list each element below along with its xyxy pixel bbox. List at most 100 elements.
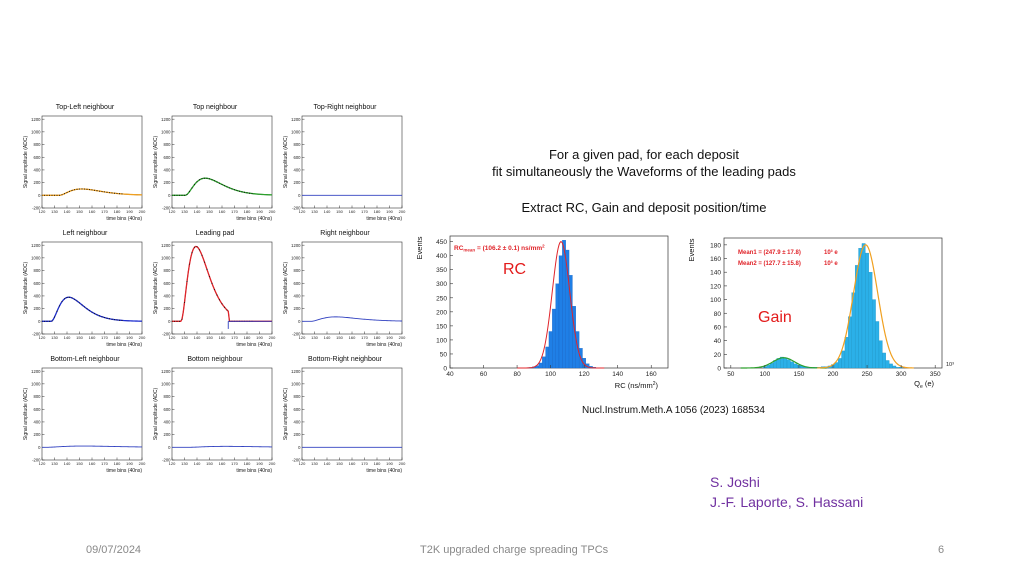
y-tick-label: 1000 <box>31 129 41 134</box>
x-tick-label: 160 <box>89 335 96 340</box>
x-tick-label: 120 <box>169 209 176 214</box>
y-tick-label: 800 <box>164 268 172 273</box>
y-tick-label: 600 <box>34 155 42 160</box>
waveform-point <box>191 252 193 254</box>
waveform-grid: Top-Left neighbour -200 0 200 400 600 800 1000 1… <box>20 104 410 482</box>
x-tick-label: 170 <box>101 461 108 466</box>
waveform-point <box>113 192 116 194</box>
x-tick-label: 60 <box>480 371 488 378</box>
x-tick-label: 160 <box>89 461 96 466</box>
y-axis-label: Signal amplitude (ADC) <box>283 262 289 315</box>
waveform-point <box>78 188 81 190</box>
waveform-point <box>111 192 113 194</box>
x-axis-label-sup: 2 <box>653 381 656 387</box>
y-tick-label: 400 <box>436 253 447 260</box>
waveform-plot: -200 0 200 400 600 800 1000 1200 120 130 140 150 160… <box>153 115 276 222</box>
waveform-plot: -200 0 200 400 600 800 1000 1200 120 130 140 150 160… <box>23 367 146 474</box>
waveform-point <box>173 194 176 196</box>
y-tick-label: 40 <box>714 338 722 345</box>
waveform-data <box>172 445 273 448</box>
x-tick-label: 170 <box>361 209 368 214</box>
histogram-bar <box>558 255 563 369</box>
waveform-point <box>103 191 106 193</box>
author-line1: S. Joshi <box>710 474 760 490</box>
x-tick-label: 120 <box>299 335 306 340</box>
waveform-point <box>91 311 93 313</box>
y-tick-label: 0 <box>298 193 301 198</box>
y-tick-label: 60 <box>714 324 722 331</box>
y-tick-label: -200 <box>32 458 41 463</box>
legend-exponent: 10³ e <box>824 260 838 267</box>
waveform-point <box>81 304 83 306</box>
x-tick-label: 200 <box>139 335 146 340</box>
waveform-point <box>121 193 123 195</box>
x-axis-label-end: ) <box>656 381 659 390</box>
histogram-bar <box>552 308 556 369</box>
x-tick-label: 190 <box>256 209 263 214</box>
waveform-plot: -200 0 200 400 600 800 1000 1200 120 130 140 150 160… <box>153 241 276 348</box>
y-tick-label: 0 <box>298 319 301 324</box>
waveform-point <box>171 194 173 196</box>
x-tick-label: 200 <box>139 461 146 466</box>
y-axis-label: Signal amplitude (ADC) <box>23 262 29 315</box>
histogram-bar <box>875 321 880 369</box>
y-tick-label: 400 <box>164 168 172 173</box>
x-tick-label: 140 <box>194 209 201 214</box>
x-tick-label: 300 <box>896 371 907 378</box>
y-tick-label: 400 <box>34 294 42 299</box>
x-tick-label: 170 <box>361 461 368 466</box>
waveform-point <box>186 193 188 196</box>
waveform-point <box>211 282 213 284</box>
x-tick-label: 160 <box>349 209 356 214</box>
x-tick-label: 160 <box>219 209 226 214</box>
x-tick-label: 200 <box>399 461 406 466</box>
histogram-bar <box>861 243 866 369</box>
legend-sub: mean <box>463 248 475 253</box>
y-tick-label: 200 <box>34 306 42 311</box>
x-tick-label: 150 <box>76 209 83 214</box>
x-tick-label: 200 <box>399 335 406 340</box>
x-tick-label: 100 <box>759 371 770 378</box>
y-tick-label: 0 <box>168 445 171 450</box>
y-tick-label: 450 <box>436 239 447 246</box>
y-tick-label: 800 <box>294 394 302 399</box>
y-tick-label: 180 <box>710 242 721 249</box>
x-axis-label: time bins (40ns) <box>106 468 142 474</box>
waveform-point <box>56 194 58 196</box>
x-tick-label: 190 <box>126 335 133 340</box>
legend-sup: 2 <box>542 244 545 249</box>
waveform-panel: Bottom-Left neighbour -200 0 200 400 600 800 10… <box>20 356 150 482</box>
waveform-point <box>118 193 121 195</box>
plot-frame <box>301 367 403 461</box>
x-tick-label: 130 <box>51 335 58 340</box>
y-tick-label: 1200 <box>161 117 171 122</box>
x-tick-label: 40 <box>446 371 454 378</box>
waveform-point <box>106 191 108 193</box>
waveform-point <box>226 186 228 188</box>
waveform-point <box>201 178 203 180</box>
y-tick-label: -200 <box>162 458 171 463</box>
y-tick-label: 0 <box>38 193 41 198</box>
x-tick-label: 130 <box>311 335 318 340</box>
waveform-plot: -200 0 200 400 600 800 1000 1200 120 130 140 150 160… <box>283 115 406 222</box>
x-tick-label: 150 <box>794 371 805 378</box>
x-tick-label: 170 <box>101 209 108 214</box>
waveform-point <box>191 187 193 189</box>
y-tick-label: 0 <box>717 366 721 373</box>
waveform-point <box>183 301 186 303</box>
histogram-bar <box>848 316 852 369</box>
waveform-point <box>228 187 231 189</box>
y-tick-label: 600 <box>164 155 172 160</box>
y-tick-label: 1200 <box>291 117 301 122</box>
waveform-point <box>53 316 56 318</box>
y-tick-label: 800 <box>34 142 42 147</box>
histogram-bar <box>878 340 883 369</box>
x-tick-label: 180 <box>374 209 381 214</box>
waveform-point <box>108 192 111 194</box>
x-tick-label: 180 <box>244 461 251 466</box>
waveform-point <box>188 263 191 265</box>
y-tick-label: 1200 <box>161 369 171 374</box>
x-tick-label: 120 <box>299 209 306 214</box>
histogram-bar <box>837 358 842 369</box>
y-tick-label: 150 <box>436 323 447 330</box>
